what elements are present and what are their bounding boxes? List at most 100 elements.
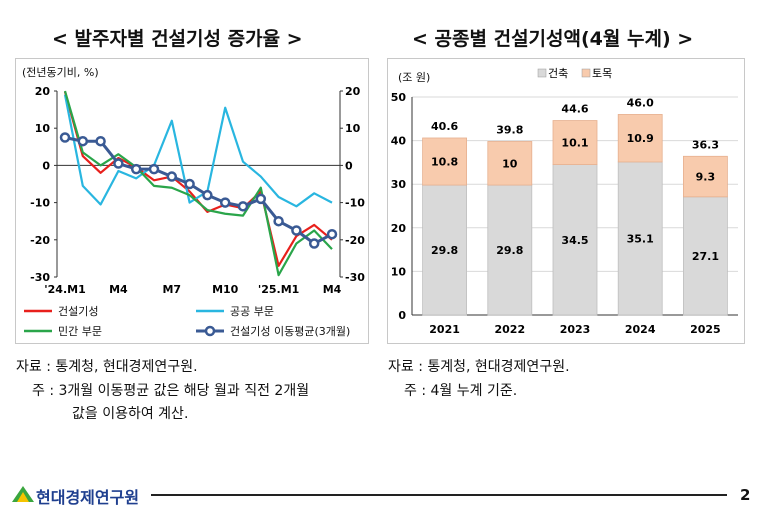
legend-label-civil: 토목	[592, 67, 612, 80]
left-source-note: 자료 : 통계청, 현대경제연구원.	[16, 359, 198, 375]
data-label-building: 29.8	[431, 244, 458, 257]
y-tick-label: 40	[391, 135, 407, 148]
data-label-total: 44.6	[561, 103, 588, 116]
data-label-building: 34.5	[561, 234, 588, 247]
legend-label-building: 건축	[548, 67, 568, 80]
moving-average-point	[148, 163, 160, 175]
line-chart-panel: (전년동기비, %) 20 20 10 10 0 0 -10 -10 -20 -20 -30 -30'2…	[15, 58, 369, 344]
moving-average-point	[237, 201, 249, 212]
moving-average-point	[219, 197, 231, 208]
right-y-tick-label: -10	[345, 197, 365, 210]
bar-building	[682, 196, 728, 316]
x-tick-label: '24.M1	[44, 283, 85, 296]
series-line-1	[63, 91, 333, 267]
legend-label-1: 건설기성	[58, 305, 98, 318]
footer-divider	[151, 494, 727, 496]
legend-swatch-building	[537, 68, 547, 78]
y-tick-label: 10	[391, 265, 407, 278]
x-category-label: 2025	[690, 323, 721, 336]
moving-average-point	[166, 171, 178, 182]
moving-average-point	[291, 225, 302, 236]
left-note-line1: 주 : 3개월 이동평균 값은 해당 월과 직전 2개월	[32, 383, 310, 399]
bar-building	[487, 184, 533, 316]
moving-average-point	[308, 238, 320, 249]
right-source-note: 자료 : 통계청, 현대경제연구원.	[388, 359, 570, 375]
x-category-label: 2022	[494, 323, 525, 336]
right-note-line1: 주 : 4월 누계 기준.	[404, 383, 518, 399]
data-label-total: 36.3	[692, 138, 719, 151]
bar-civil	[422, 137, 467, 186]
page-number: 2	[740, 486, 751, 504]
bar-building	[617, 161, 663, 316]
legend-label-2: 공공 부문	[230, 305, 274, 318]
moving-average-point	[130, 163, 142, 175]
y-tick-label: 50	[391, 91, 407, 104]
left-y-tick-label: 0	[42, 159, 50, 172]
left-note-line2: 값을 이용하여 계산.	[72, 406, 189, 422]
y-tick-label: 30	[391, 178, 407, 191]
legend-label-4: 건설기성 이동평균(3개월)	[230, 325, 350, 338]
bar-building	[552, 164, 598, 316]
moving-average-point	[59, 132, 71, 143]
bar-building	[422, 184, 467, 316]
y-tick-label: 20	[391, 222, 407, 235]
x-tick-label: M4	[109, 283, 128, 296]
data-label-civil: 10.9	[627, 132, 654, 145]
line-chart-unit-label: (전년동기비, %)	[22, 66, 99, 79]
y-tick-label: 0	[398, 309, 406, 322]
left-y-tick-label: -20	[30, 234, 50, 247]
data-label-total: 39.8	[496, 123, 523, 136]
data-label-civil: 9.3	[696, 171, 716, 184]
moving-average-point	[202, 189, 213, 201]
left-y-tick-label: -30	[30, 271, 50, 284]
data-label-civil: 10.8	[431, 156, 458, 169]
right-chart-title: < 공종별 건설기성액(4월 누계) >	[412, 28, 694, 50]
x-tick-label: '25.M1	[258, 283, 299, 296]
bar-civil	[617, 114, 663, 163]
left-y-tick-label: -10	[30, 197, 50, 210]
bar-civil	[552, 120, 598, 165]
x-category-label: 2024	[625, 323, 656, 336]
x-category-label: 2021	[429, 323, 460, 336]
left-chart-title: < 발주자별 건설기성 증가율 >	[52, 28, 303, 50]
data-label-building: 27.1	[692, 250, 719, 263]
data-label-building: 29.8	[496, 244, 523, 257]
moving-average-point	[113, 158, 124, 169]
data-label-civil: 10	[502, 157, 518, 170]
moving-average-point	[77, 135, 89, 147]
series-line-3	[63, 90, 333, 277]
legend-label-3: 민간 부문	[58, 325, 102, 338]
right-y-tick-label: 0	[345, 159, 353, 172]
moving-average-point	[326, 228, 338, 240]
bar-civil	[487, 141, 533, 186]
right-y-tick-label: -30	[345, 271, 365, 284]
bar-civil	[682, 155, 728, 198]
data-label-total: 46.0	[627, 96, 654, 109]
data-label-total: 40.6	[431, 120, 458, 133]
series-line-4	[64, 136, 333, 246]
org-logo-icon	[12, 486, 34, 506]
moving-average-point	[95, 135, 106, 147]
left-y-tick-label: 10	[35, 122, 51, 135]
series-line-2	[63, 94, 333, 208]
left-y-tick-label: 20	[35, 85, 51, 98]
right-y-tick-label: -20	[345, 234, 365, 247]
bar-chart-unit-label: (조 원)	[398, 71, 430, 84]
stacked-bar-chart: (조 원) 건축 토목 0 10 20 30 40 50 29.8 10.8 40.6 2021 29.8…	[391, 67, 738, 336]
bar-chart-panel: (조 원) 건축 토목 0 10 20 30 40 50 29.8 10.8 40.6 2021 29.8…	[387, 58, 745, 344]
data-label-building: 35.1	[627, 232, 654, 245]
x-tick-label: M4	[323, 283, 342, 296]
x-tick-label: M7	[162, 283, 181, 296]
right-y-tick-label: 10	[345, 122, 361, 135]
legend-marker	[204, 325, 216, 337]
moving-average-point	[273, 215, 284, 227]
right-y-tick-label: 20	[345, 85, 361, 98]
legend-swatch-civil	[581, 68, 591, 78]
x-tick-label: M10	[212, 283, 239, 296]
x-category-label: 2023	[560, 323, 591, 336]
data-label-civil: 10.1	[561, 137, 588, 150]
moving-average-point	[255, 193, 267, 205]
org-name: 현대경제연구원	[36, 488, 140, 507]
moving-average-point	[184, 178, 195, 190]
